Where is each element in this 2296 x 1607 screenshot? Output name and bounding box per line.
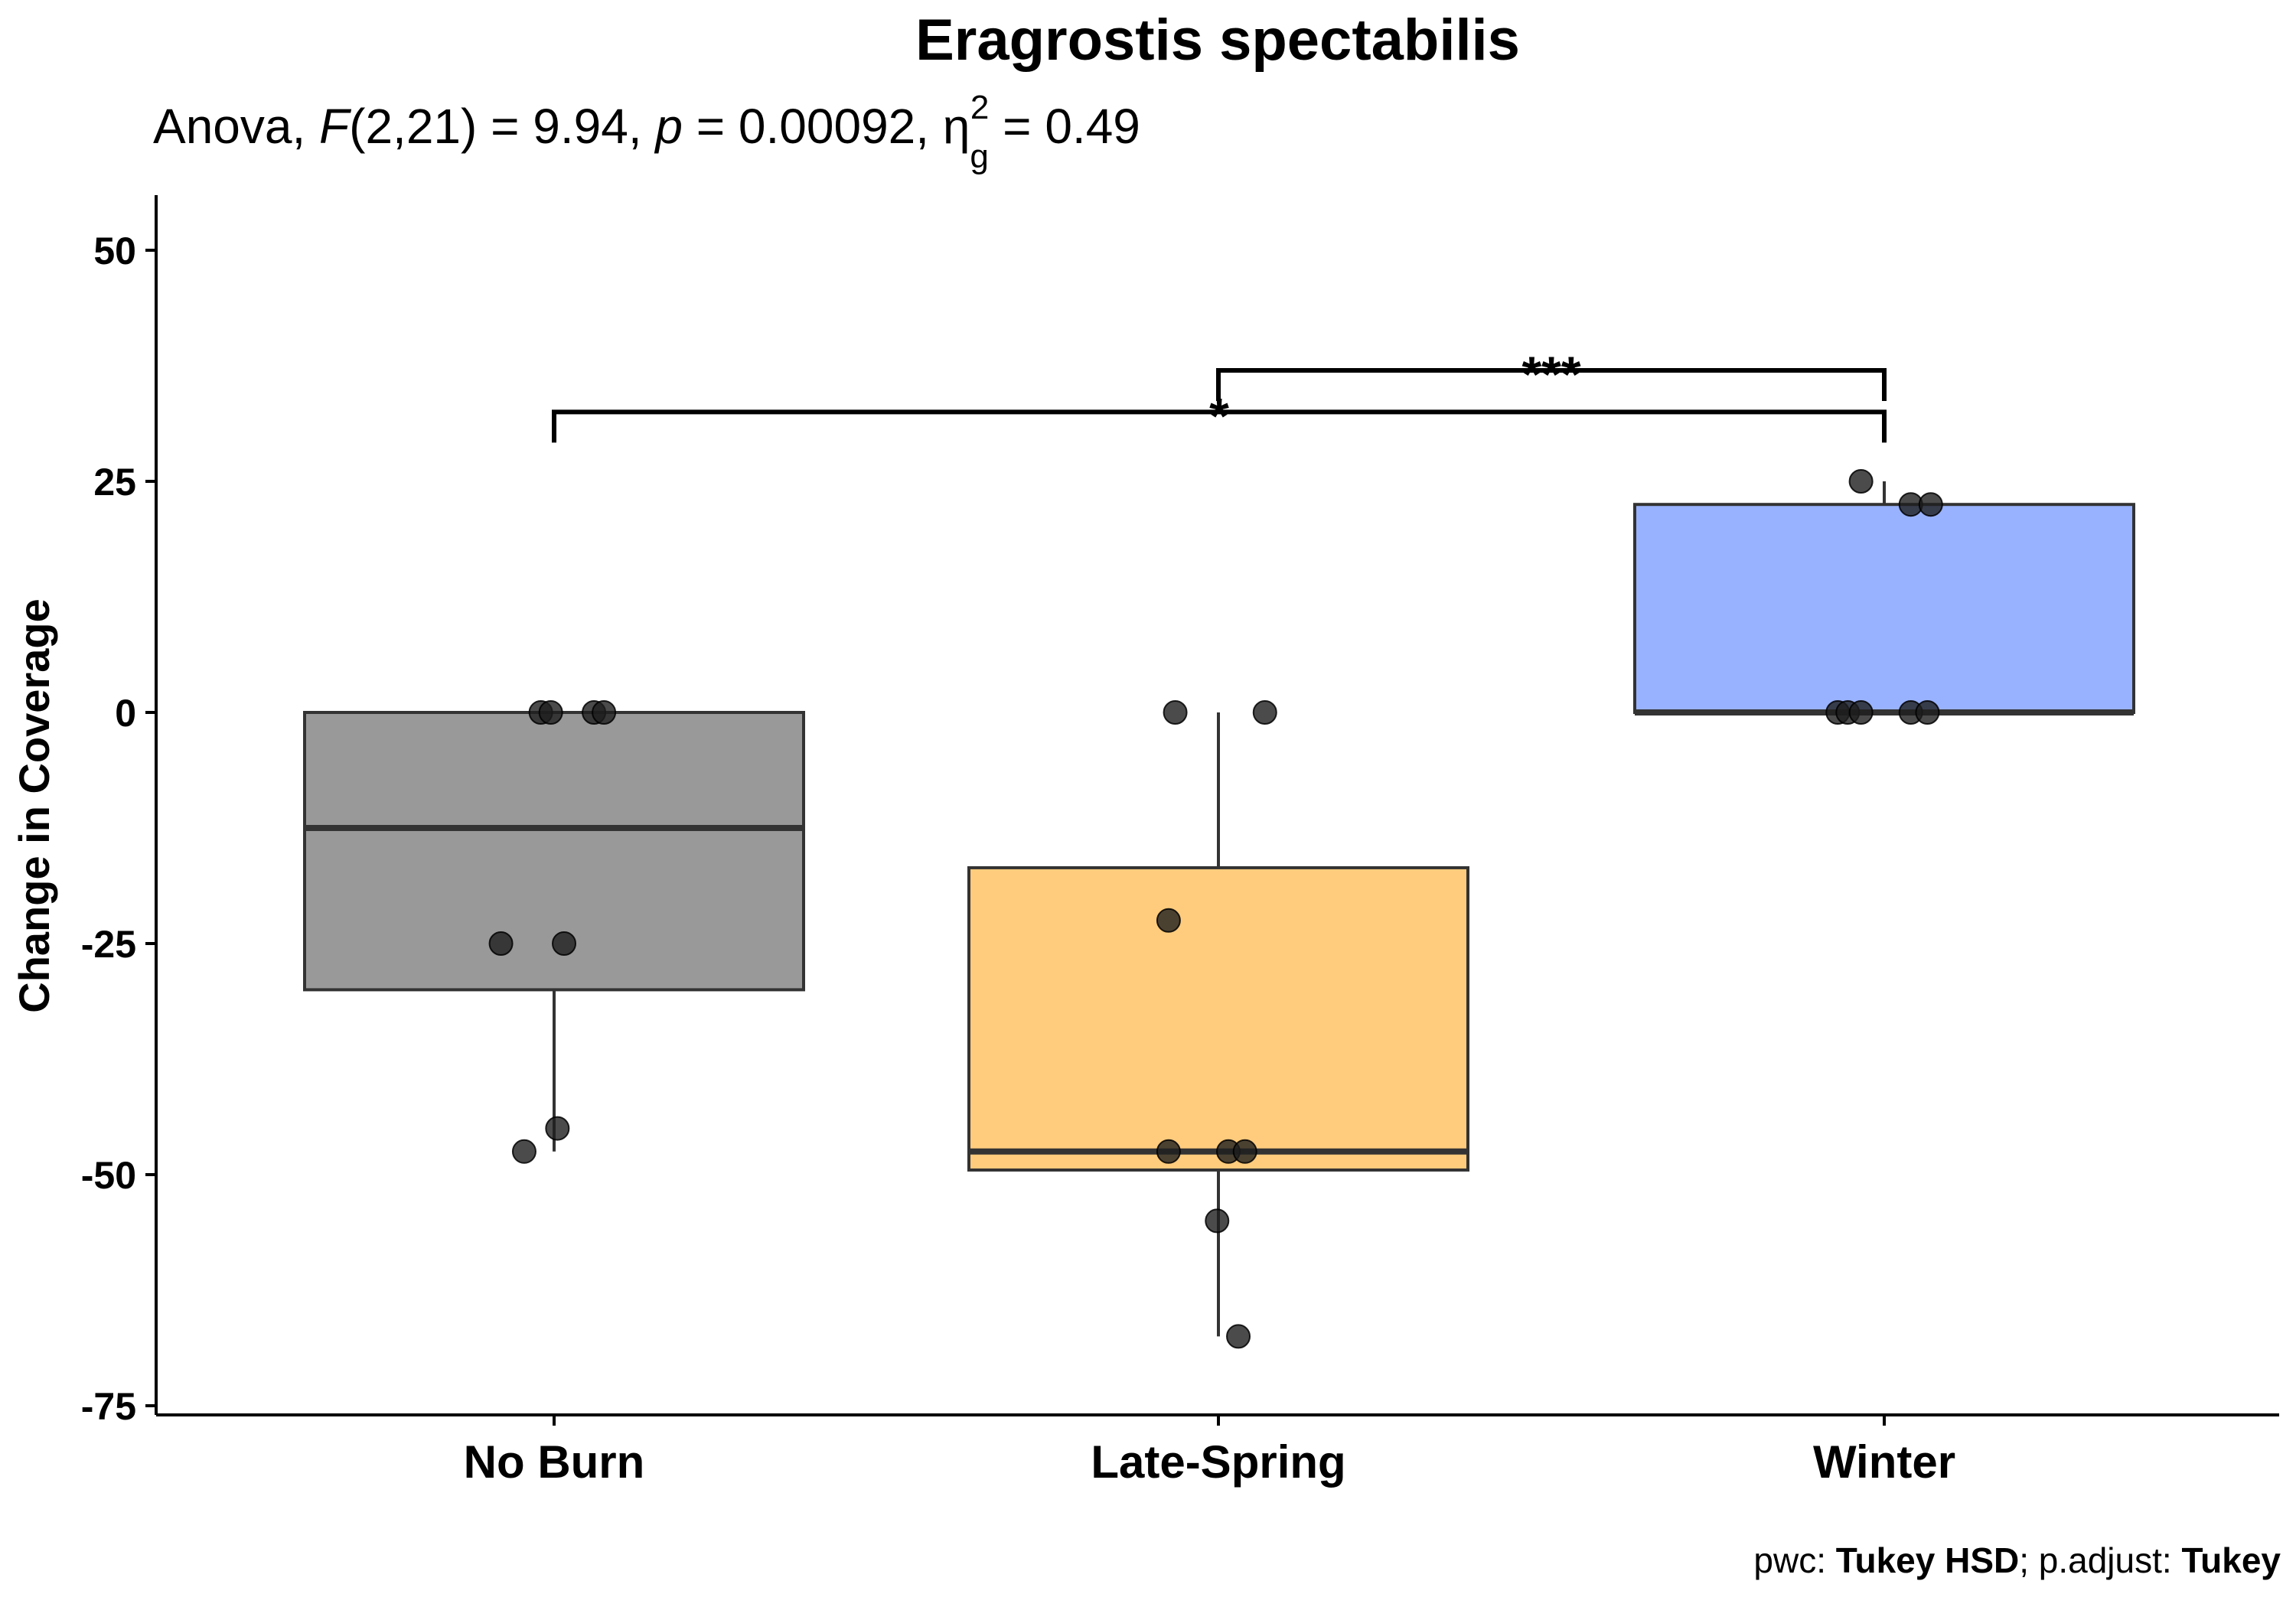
plot-area: 50 25 0 -25 -50 -75 No Burn Late-Spring Winter **… bbox=[81, 195, 2279, 1488]
chart-subtitle: Anova, F(2,21) = 9.94, p = 0.00092, ηg2 … bbox=[153, 89, 1140, 175]
data-point bbox=[1156, 1139, 1181, 1164]
y-tick-label: 25 bbox=[93, 461, 136, 504]
y-tick-label: 50 bbox=[93, 230, 136, 272]
significance-label: *** bbox=[1521, 346, 1580, 403]
x-tick-label: Winter bbox=[1813, 1436, 1955, 1488]
data-point bbox=[1915, 700, 1940, 725]
y-tick-label: -50 bbox=[81, 1154, 136, 1197]
y-tick-label: 0 bbox=[115, 692, 136, 735]
x-tick-label: No Burn bbox=[464, 1436, 645, 1488]
y-tick-label: -25 bbox=[81, 923, 136, 966]
data-point bbox=[538, 700, 563, 725]
y-tick-label: -75 bbox=[81, 1385, 136, 1428]
data-point bbox=[1848, 469, 1874, 494]
data-point bbox=[1205, 1208, 1230, 1234]
data-point bbox=[592, 700, 617, 725]
box-2 bbox=[1633, 503, 2135, 714]
data-point bbox=[1156, 908, 1181, 933]
data-point bbox=[488, 931, 514, 956]
chart-title: Eragrostis spectabilis bbox=[915, 8, 1520, 73]
data-point bbox=[545, 1116, 570, 1141]
data-point bbox=[552, 931, 577, 956]
significance-bracket bbox=[1216, 368, 1887, 402]
data-point bbox=[1226, 1324, 1251, 1349]
chart-caption: pwc: Tukey HSD; p.adjust: Tukey bbox=[1753, 1540, 2281, 1580]
data-point bbox=[1252, 700, 1277, 725]
y-axis-label: Change in Coverage bbox=[10, 598, 58, 1012]
significance-bracket bbox=[552, 409, 1887, 443]
data-point bbox=[511, 1139, 536, 1164]
x-tick-label: Late-Spring bbox=[1091, 1436, 1345, 1488]
data-point bbox=[1848, 700, 1874, 725]
box-1 bbox=[967, 865, 1469, 1172]
data-point bbox=[1918, 492, 1943, 517]
data-point bbox=[1163, 700, 1188, 725]
data-point bbox=[1232, 1139, 1257, 1164]
